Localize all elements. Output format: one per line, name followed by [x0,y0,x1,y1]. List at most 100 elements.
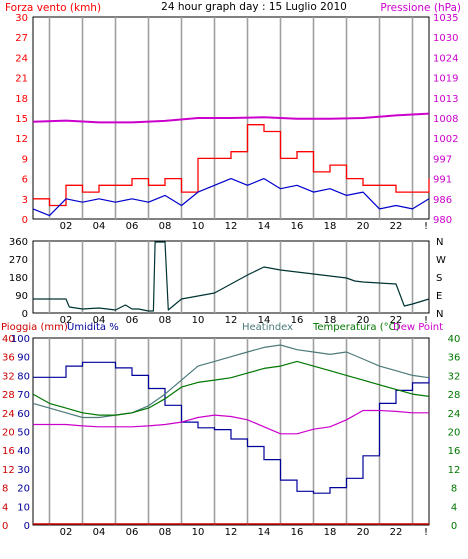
compass-point-tick: N [436,309,443,320]
humidity-tick: 30 [17,465,30,476]
pressure-tick: 980 [433,215,452,226]
pressure-tick: 986 [433,195,452,206]
pressure-tick: 1019 [433,74,458,85]
hour-label: 16 [291,315,304,326]
wind-speed-tick: 0 [22,215,28,226]
rain-tick: 36 [2,353,15,364]
direction-degree-tick: 0 [22,309,28,320]
wind-speed-tick: 21 [15,74,28,85]
hour-axis-labels: 02 04 06 08 10 12 14 16 18 20 22 ! 02 04 06 08 10 12 14 16 1… [60,221,428,538]
legend-heatindex: Heatindex [242,322,293,333]
hour-label: 04 [93,315,106,326]
hour-label: 20 [357,527,370,538]
rain-tick: 24 [2,409,15,420]
legend-temperature: Temperatura (°C) [312,322,400,333]
hour-label: 22 [390,315,403,326]
hour-label: 12 [225,527,238,538]
hour-label: 18 [324,221,337,232]
hour-label: 06 [126,527,139,538]
wind-speed-series-line [33,124,430,207]
hour-label: 14 [258,315,271,326]
heatindex-series-line [32,344,430,419]
temperature-tick: 24 [448,409,461,420]
dewpoint-series-line [33,409,429,435]
direction-degree-tick: 90 [15,291,28,302]
humidity-tick: 80 [17,371,30,382]
wind-speed-tick: 27 [15,33,28,44]
hour-label: 02 [60,315,73,326]
temperature-tick: 12 [448,465,461,476]
hour-label: 16 [291,221,304,232]
rain-tick: 32 [2,371,15,382]
rain-tick: 0 [2,521,8,532]
rain-tick: 4 [2,502,8,513]
hour-label: 08 [159,315,172,326]
hour-label: 20 [357,315,370,326]
hour-label: 08 [159,221,172,232]
temperature-tick: 8 [451,484,457,495]
pressure-tick: 1013 [433,94,458,105]
hour-label: 06 [126,221,139,232]
pressure-axis-title: Pressione (hPa) [380,2,461,14]
humidity-series-line [33,361,430,494]
wind-speed-tick: 3 [22,195,28,206]
wind-pressure-panel: 0 3 6 9 12 15 18 21 24 27 30 980 986 991 997 1002 1008 10… [15,13,458,226]
wind-speed-tick: 12 [15,134,28,145]
pressure-series-line [32,112,430,124]
hour-label: ! [424,315,428,326]
wind-speed-tick: 24 [15,53,28,64]
wind-speed-tick: 15 [15,114,28,125]
direction-degree-tick: 270 [9,255,28,266]
temperature-tick: 40 [448,334,461,345]
humidity-tick: 100 [11,334,30,345]
rain-tick: 28 [2,390,15,401]
wind-dark-series-line [32,178,430,217]
hour-label: 14 [258,221,271,232]
humidity-tick: 10 [17,502,30,513]
wind-axis-title: Forza vento (kmh) [5,2,101,14]
pressure-tick: 1008 [433,114,458,125]
temperature-series-line [32,360,430,416]
hour-label: 04 [93,527,106,538]
wind-direction-frame [32,240,430,314]
hour-label: 22 [390,221,403,232]
chart-title: 24 hour graph day : 15 Luglio 2010 [161,1,347,13]
compass-point-tick: N [436,237,443,248]
hour-label: 18 [324,315,337,326]
hour-label: 02 [60,221,73,232]
wind-speed-tick: 6 [22,175,28,186]
rain-tick: 16 [2,446,15,457]
rain-tick: 40 [2,334,15,345]
pressure-tick: 1024 [433,53,458,64]
wind-speed-tick: 30 [15,13,28,24]
rain-tick: 12 [2,465,15,476]
humidity-tick: 70 [17,390,30,401]
temperature-tick: 4 [451,502,457,513]
pressure-tick: 1002 [433,134,458,145]
hour-label: 02 [60,527,73,538]
humidity-tick: 40 [17,446,30,457]
direction-degree-tick: 360 [9,237,28,248]
hour-label: 10 [192,221,205,232]
pressure-tick: 1035 [433,13,458,24]
wind-speed-tick: 18 [15,94,28,105]
wind-direction-series-line [33,241,430,312]
rain-tick: 20 [2,428,15,439]
hour-label: ! [424,527,428,538]
pressure-tick: 997 [433,154,452,165]
temperature-tick: 32 [448,371,461,382]
humidity-tick: 90 [17,353,30,364]
rain-tick: 8 [2,484,8,495]
hour-label: 18 [324,527,337,538]
legend-rain: Pioggia (mm) [1,322,68,333]
pressure-tick: 1030 [433,33,458,44]
temperature-humidity-panel: 0481216202428323640010203040506070809010… [2,334,460,532]
humidity-tick: 20 [17,484,30,495]
hour-label: 22 [390,527,403,538]
hour-label: ! [424,221,428,232]
hour-label: 20 [357,221,370,232]
direction-degree-tick: 180 [9,273,28,284]
hour-label: 06 [126,315,139,326]
